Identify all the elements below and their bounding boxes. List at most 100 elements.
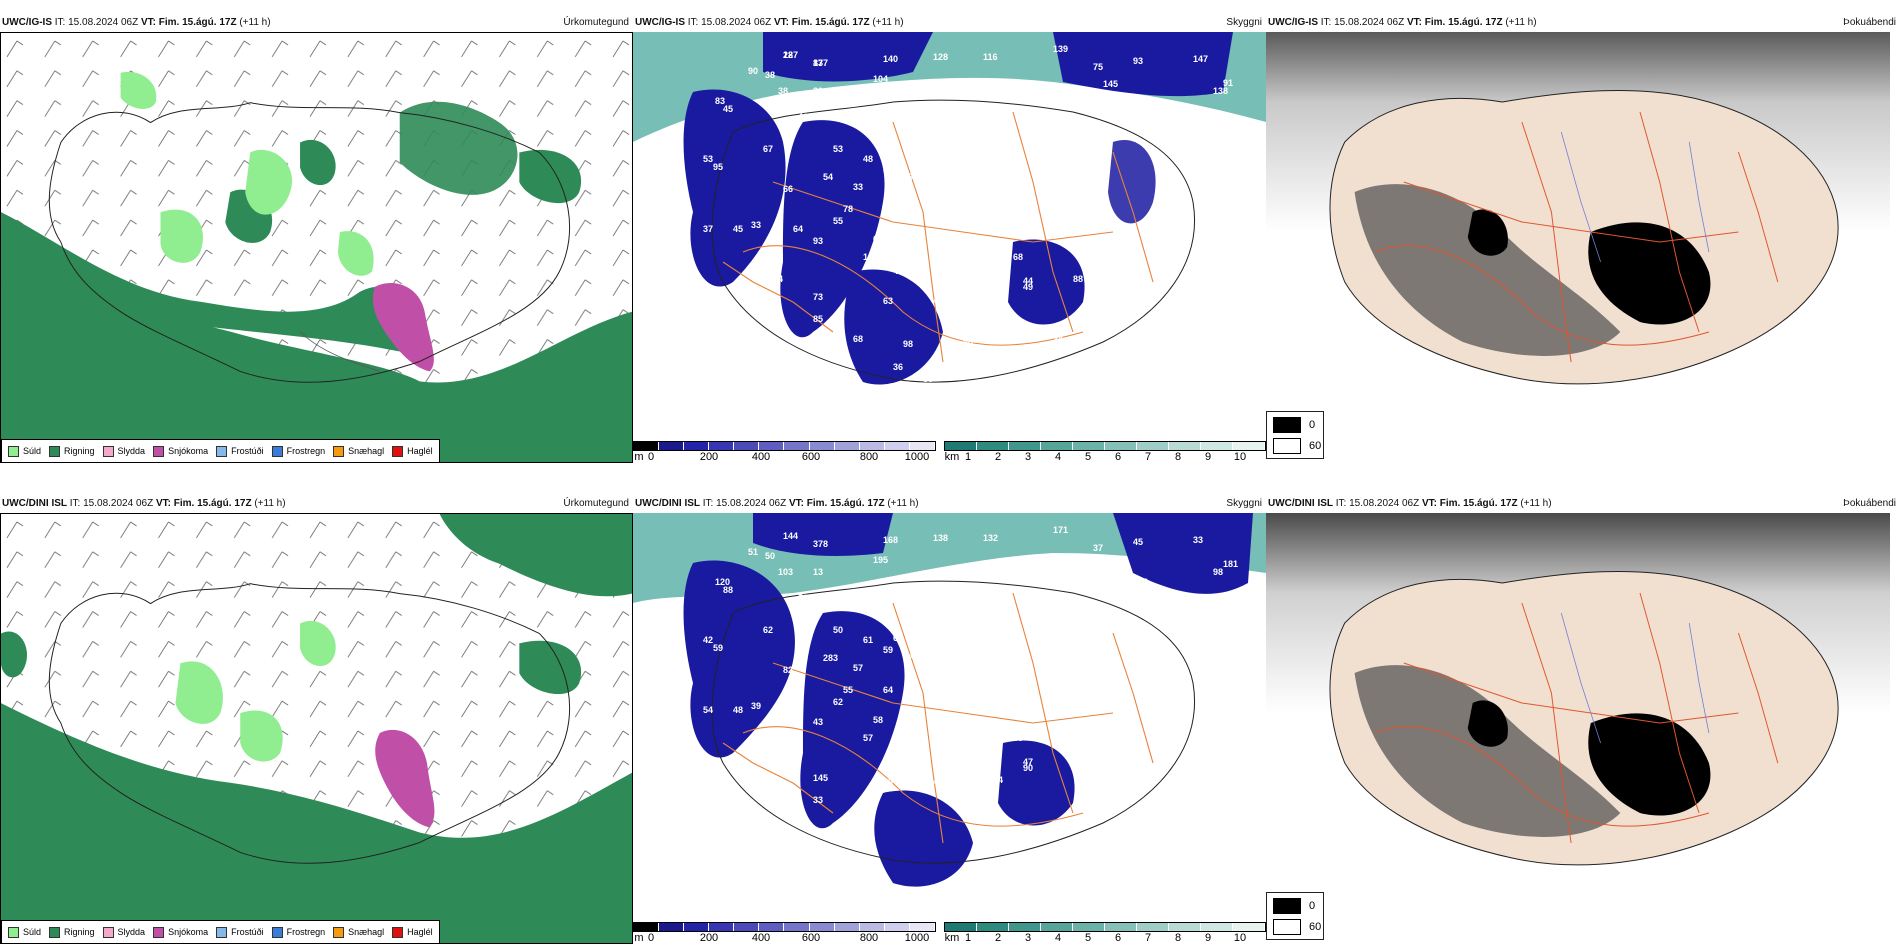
visibility-value-label: 128: [933, 52, 948, 62]
it-value: 15.08.2024 06Z: [701, 17, 772, 28]
visibility-value-label: 50: [963, 242, 973, 252]
visibility-value-label: 104: [873, 74, 888, 84]
visibility-value-label: 98: [1213, 567, 1223, 577]
scale-tick: 2: [994, 932, 1002, 944]
scale-tick: 800: [859, 451, 879, 463]
visibility-value-label: 74: [993, 775, 1003, 785]
visibility-value-label: 26: [983, 787, 993, 797]
scale-tick: 1000: [904, 451, 930, 463]
visibility-value-label: 47: [1023, 757, 1033, 767]
visibility-value-label: 39: [883, 164, 893, 174]
vt-value: Fim. 15.ágú. 17Z: [1424, 17, 1503, 28]
model-name: UWC/DINI ISL: [1268, 498, 1333, 509]
visibility-value-label: 72: [963, 767, 973, 777]
legend-label: Súld: [23, 927, 42, 937]
visibility-value-label: 79: [963, 339, 973, 349]
scale-tick: 1000: [904, 932, 930, 944]
visibility-value-label: 59: [883, 777, 893, 787]
fog-map: [1266, 513, 1890, 944]
legend-swatch: [216, 926, 228, 938]
visibility-value-label: 145: [813, 773, 828, 783]
visibility-value-label: 38: [778, 86, 788, 96]
precip-map-svg: [1, 514, 632, 943]
panel-header: UWC/DINI ISL IT: 15.08.2024 06Z VT: Fim.…: [0, 495, 633, 513]
legend-label: Snæhagl: [348, 446, 385, 456]
scale-tick: 8: [1174, 932, 1182, 944]
visibility-value-label: 43: [813, 717, 823, 727]
visibility-value-label: 54: [703, 705, 713, 715]
visibility-value-label: 58: [883, 204, 893, 214]
visibility-value-label: 36: [893, 362, 903, 372]
precip-legend: Súld Rigning Slydda Snjókoma Frostúði Fr…: [1, 920, 440, 944]
visibility-scalebar: km 1 2 3 4 5 6 7 8 9 10: [944, 922, 1266, 944]
scale-tick: 600: [801, 932, 821, 944]
fog-legend-label: 60: [1309, 440, 1322, 452]
scale-tick: 2: [994, 451, 1002, 463]
visibility-value-label: 47: [923, 597, 933, 607]
visibility-map: 144 378 168 138 132 171 37 45 33 98 181 51 50 103 13 19…: [633, 513, 1266, 920]
model-name: UWC/DINI ISL: [2, 498, 67, 509]
fog-legend-row-1: 60: [1273, 919, 1321, 935]
vt-value: Fim. 15.ágú. 17Z: [158, 17, 237, 28]
legend-item-6: Snæhagl: [333, 445, 385, 457]
scale-tick: 200: [699, 932, 719, 944]
visibility-value-label: 88: [723, 585, 733, 595]
visibility-value-label: 13: [813, 567, 823, 577]
visibility-value-label: 64: [883, 685, 893, 695]
visibility-value-label: 103: [778, 567, 793, 577]
scale-tick: 6: [1114, 451, 1122, 463]
it-label: IT:: [1335, 498, 1347, 509]
height-scalebar: m 0 200 400 600 800 1000: [633, 922, 936, 944]
fog-legend-swatch: [1273, 919, 1301, 935]
height-ticks: m 0 200 400 600 800 1000: [633, 932, 936, 944]
visibility-colorbar: [944, 922, 1266, 932]
visibility-value-label: 88: [1073, 274, 1083, 284]
legend-swatch: [271, 445, 283, 457]
legend-item-5: Frostregn: [271, 926, 326, 938]
scale-tick: 7: [1144, 451, 1152, 463]
legend-item-5: Frostregn: [271, 445, 325, 457]
precip-map-svg: [1, 33, 632, 462]
visibility-value-label: 132: [983, 533, 998, 543]
visibility-value-label: 59: [883, 645, 893, 655]
visibility-value-label: 55: [833, 344, 843, 354]
visibility-value-label: 72: [798, 593, 808, 603]
visibility-value-label: 93: [813, 236, 823, 246]
legend-swatch: [102, 445, 114, 457]
visibility-value-label: 66: [783, 184, 793, 194]
scale-tick: 10: [1233, 932, 1247, 944]
visibility-value-label: 33: [751, 220, 761, 230]
visibility-value-label: 64: [773, 274, 783, 284]
precip-panel-row2: UWC/DINI ISL IT: 15.08.2024 06Z VT: Fim.…: [0, 495, 633, 944]
legend-label: Haglél: [407, 446, 433, 456]
visibility-value-label: 90: [1023, 763, 1033, 773]
panel-header: UWC/IG-IS IT: 15.08.2024 06Z VT: Fim. 15…: [0, 14, 633, 32]
vt-label: VT:: [773, 17, 789, 28]
precip-map: [0, 32, 633, 463]
visibility-value-label: 87: [903, 382, 913, 392]
visibility-value-label: 58: [1133, 96, 1143, 106]
visibility-value-label: 138: [1213, 86, 1228, 96]
visibility-value-label: 168: [883, 535, 898, 545]
panel-title: Úrkomutegund: [563, 17, 629, 28]
visibility-value-label: 181: [1223, 559, 1238, 569]
visibility-value-label: 57: [853, 663, 863, 673]
visibility-value-label: 40: [773, 755, 783, 765]
visibility-value-label: 127: [783, 50, 798, 60]
visibility-value-label: 51: [748, 547, 758, 557]
legend-label: Frostregn: [286, 927, 326, 937]
legend-swatch: [8, 926, 19, 938]
scale-tick: 10: [1233, 451, 1247, 463]
visibility-value-label: 283: [823, 653, 838, 663]
lead-time: (+11 h): [872, 17, 904, 28]
scale-tick: 3: [1024, 932, 1032, 944]
visibility-value-label: 83: [715, 96, 725, 106]
it-value: 15.08.2024 06Z: [1334, 17, 1405, 28]
fog-legend-label: 0: [1309, 419, 1316, 431]
it-value: 15.08.2024 06Z: [68, 17, 139, 28]
legend-item-4: Frostúði: [216, 445, 264, 457]
visibility-value-label: 33: [853, 182, 863, 192]
scale-unit: km: [944, 932, 960, 944]
lead-time: (+11 h): [254, 498, 286, 509]
